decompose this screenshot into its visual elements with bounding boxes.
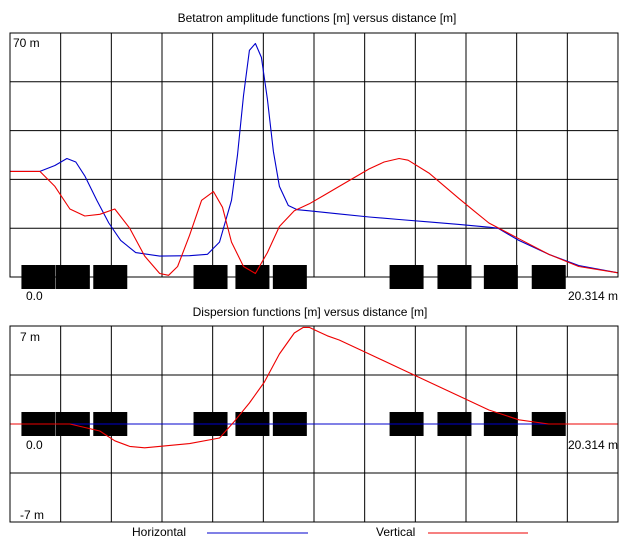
dispersion-y-max-label: 7 m: [20, 330, 40, 344]
series-horizontal-line: [10, 42, 619, 274]
dispersion-x-end-label: 20.314 m: [568, 438, 618, 452]
betatron-grid: [10, 33, 618, 277]
dispersion-plot-frame: [9, 325, 619, 523]
betatron-plot-frame: [9, 32, 619, 278]
legend-horizontal-label: Horizontal: [132, 525, 186, 539]
legend-vertical-label: Vertical: [376, 525, 415, 539]
betatron-series: [10, 42, 619, 276]
betatron-chart-title: Betatron amplitude functions [m] versus …: [178, 11, 457, 25]
dispersion-y-min-label: -7 m: [20, 508, 44, 522]
series-vertical-line: [10, 326, 618, 449]
legend: Horizontal Vertical: [132, 525, 528, 539]
dispersion-series: [10, 326, 618, 449]
dispersion-chart-title: Dispersion functions [m] versus distance…: [193, 305, 428, 319]
betatron-x-end-label: 20.314 m: [568, 289, 618, 303]
series-vertical-line: [10, 157, 619, 276]
betatron-x-start-label: 0.0: [26, 289, 43, 303]
betatron-y-max-label: 70 m: [13, 36, 40, 50]
dispersion-x-start-label: 0.0: [26, 438, 43, 452]
